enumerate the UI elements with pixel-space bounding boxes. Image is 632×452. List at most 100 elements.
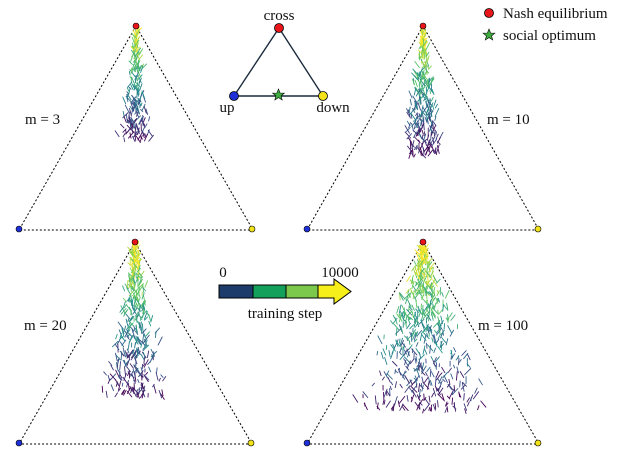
trajectory-segment — [143, 374, 150, 381]
cross-vertex-dot — [419, 22, 427, 30]
trajectory-segment — [451, 388, 455, 395]
trajectory-segment — [434, 330, 438, 334]
trajectory-segment — [432, 279, 438, 287]
trajectory-segment — [422, 111, 426, 116]
trajectory-segment — [419, 402, 423, 406]
trajectory-segment — [129, 106, 134, 111]
simplex-panel-m100: m = 100 — [303, 238, 542, 447]
trajectory-segment — [130, 283, 133, 288]
trajectory-segment — [398, 351, 402, 356]
trajectory-segment — [390, 344, 396, 352]
trajectory-segment — [443, 304, 449, 311]
trajectory-segment — [411, 329, 417, 335]
trajectory-segment — [421, 284, 424, 292]
trajectory-segment — [447, 325, 453, 334]
trajectory-segment — [120, 335, 126, 342]
trajectory-segment — [137, 60, 140, 70]
trajectory-segment — [130, 310, 133, 316]
trajectory-segment — [425, 42, 431, 52]
trajectory-segment — [139, 136, 143, 140]
trajectory-segment — [426, 342, 428, 349]
trajectory-segment — [442, 329, 444, 336]
trajectory-segment — [408, 106, 411, 114]
trajectory-segment — [417, 49, 422, 54]
trajectory-segment — [413, 260, 417, 266]
trajectory-segment — [123, 303, 127, 309]
trajectory-segment — [407, 318, 411, 324]
trajectory-segment — [436, 327, 443, 336]
trajectory-segment — [431, 89, 435, 95]
trajectory-segment — [131, 33, 138, 39]
trajectory-segment — [125, 129, 127, 135]
trajectory-segment — [421, 73, 428, 80]
simplex-panel-m3: m = 3 — [15, 22, 256, 233]
down-vertex-dot — [534, 225, 542, 233]
trajectory-segment — [431, 138, 438, 147]
trajectory-segment — [439, 322, 442, 327]
trajectory-segment — [140, 382, 145, 390]
trajectory-segment — [383, 399, 386, 405]
trajectory-segment — [134, 63, 140, 70]
trajectory-segment — [407, 361, 411, 367]
trajectory-segment — [419, 38, 424, 47]
trajectory-segment — [142, 363, 146, 367]
trajectory-segment — [450, 350, 453, 355]
legend-social-label: social optimum — [503, 28, 596, 44]
trajectory-segment — [392, 317, 398, 324]
trajectory-segment — [140, 109, 144, 113]
trajectory-segment — [412, 331, 417, 340]
trajectory-segment — [437, 400, 439, 408]
quiver-field — [101, 240, 167, 400]
trajectory-segment — [417, 126, 424, 134]
cross-vertex-dot — [131, 238, 139, 246]
trajectory-segment — [125, 360, 130, 365]
trajectory-segment — [477, 405, 480, 411]
trajectory-segment — [407, 335, 411, 340]
trajectory-segment — [398, 395, 406, 404]
trajectory-segment — [416, 362, 421, 368]
trajectory-segment — [128, 71, 131, 76]
trajectory-segment — [415, 101, 419, 111]
trajectory-segment — [422, 408, 425, 414]
trajectory-segment — [108, 361, 113, 366]
trajectory-segment — [105, 390, 108, 398]
trajectory-segment — [138, 292, 141, 299]
trajectory-segment — [110, 384, 114, 392]
trajectory-segment — [119, 361, 122, 371]
trajectory-segment — [411, 140, 415, 150]
trajectory-segment — [158, 377, 161, 382]
trajectory-segment — [399, 338, 401, 344]
trajectory-segment — [446, 302, 449, 310]
trajectory-segment — [134, 341, 136, 349]
trajectory-segment — [421, 69, 425, 78]
trajectory-segment — [392, 343, 396, 349]
trajectory-segment — [117, 387, 122, 392]
trajectory-segment — [122, 111, 125, 117]
trajectory-segment — [396, 313, 401, 319]
trajectory-segment — [399, 292, 404, 301]
trajectory-segment — [406, 275, 411, 282]
trajectory-segment — [115, 352, 118, 362]
trajectory-segment — [118, 380, 122, 391]
trajectory-segment — [122, 133, 126, 138]
trajectory-segment — [134, 286, 141, 294]
trajectory-segment — [142, 334, 145, 344]
trajectory-segment — [421, 46, 424, 56]
trajectory-segment — [399, 292, 406, 300]
trajectory-segment — [409, 98, 412, 106]
trajectory-segment — [352, 394, 359, 403]
trajectory-segment — [134, 74, 139, 80]
trajectory-segment — [126, 304, 132, 312]
trajectory-segment — [394, 339, 399, 348]
trajectory-segment — [420, 244, 425, 250]
trajectory-segment — [435, 338, 440, 344]
trajectory-segment — [433, 99, 437, 106]
trajectory-segment — [445, 338, 449, 346]
trajectory-segment — [157, 336, 163, 346]
trajectory-segment — [399, 310, 405, 319]
trajectory-segment — [423, 40, 427, 46]
trajectory-segment — [413, 70, 420, 79]
trajectory-segment — [433, 299, 439, 308]
trajectory-segment — [444, 289, 450, 299]
trajectory-segment — [130, 259, 137, 266]
